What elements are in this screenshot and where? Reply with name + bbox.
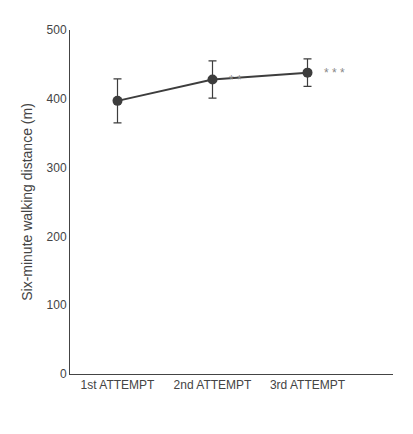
svg-text:200: 200 xyxy=(47,230,67,244)
svg-text:2nd ATTEMPT: 2nd ATTEMPT xyxy=(174,378,252,392)
svg-text:Six-minute walking distance (m: Six-minute walking distance (m) xyxy=(19,103,35,301)
svg-text:3rd ATTEMPT: 3rd ATTEMPT xyxy=(270,378,346,392)
svg-text:500: 500 xyxy=(47,23,67,37)
svg-text:300: 300 xyxy=(47,161,67,175)
svg-text:1st ATTEMPT: 1st ATTEMPT xyxy=(81,378,155,392)
svg-text:0: 0 xyxy=(60,367,67,381)
svg-text:400: 400 xyxy=(47,92,67,106)
svg-text:* * *: * * * xyxy=(324,66,345,80)
svg-text:100: 100 xyxy=(47,298,67,312)
svg-text:* *: * * xyxy=(229,73,242,87)
